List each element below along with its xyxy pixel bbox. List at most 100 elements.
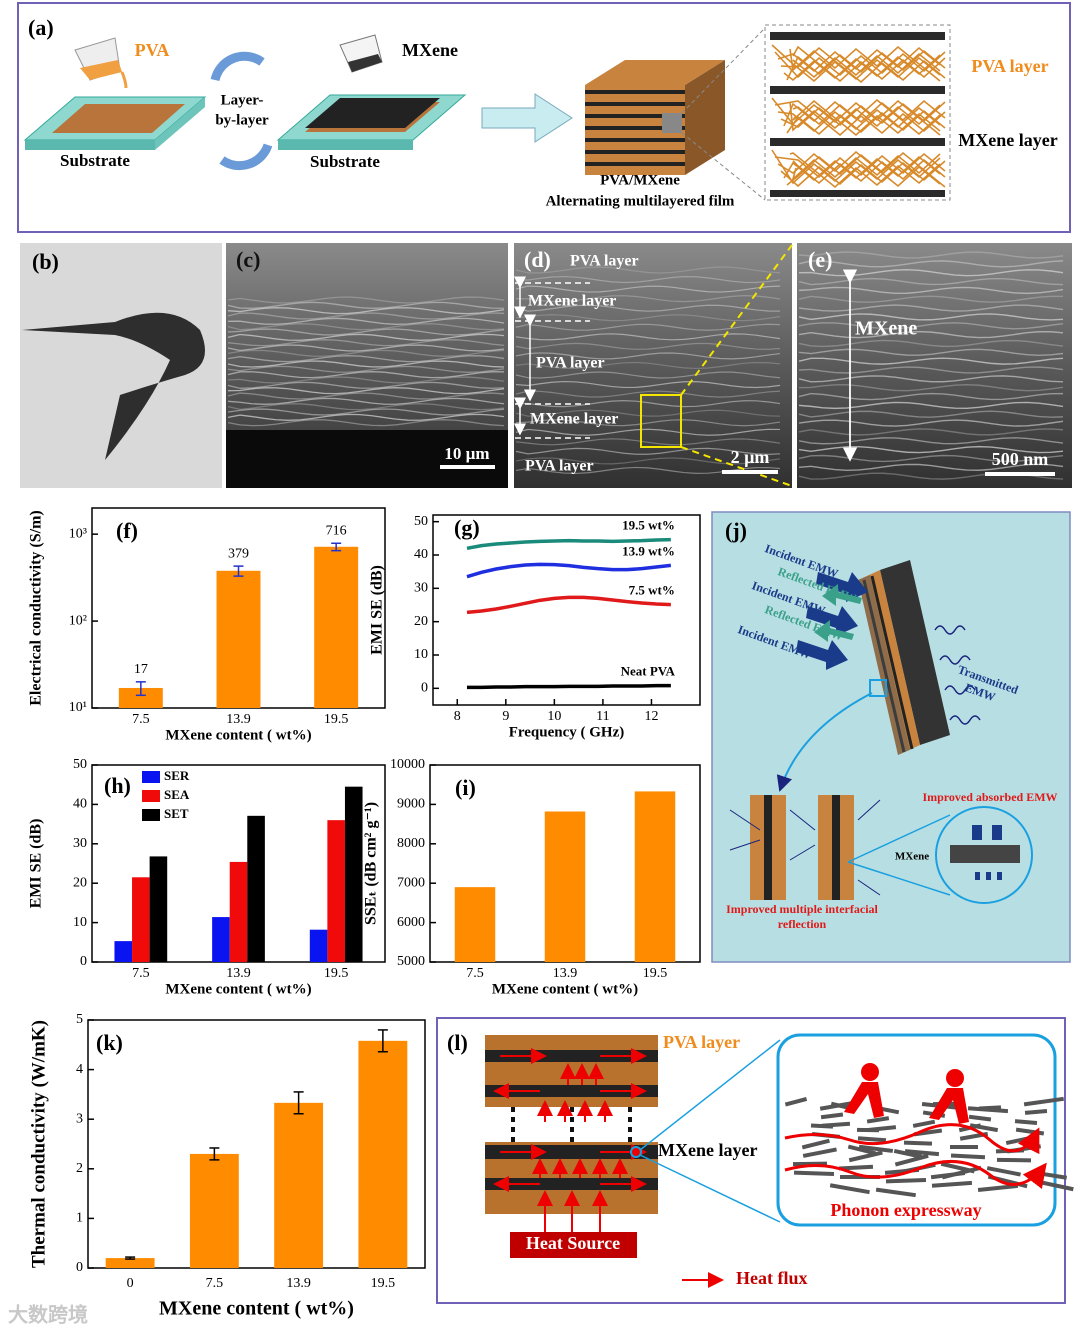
sem-streak [515, 333, 781, 341]
fiber [783, 98, 941, 136]
series-label: Neat PVA [621, 664, 676, 679]
mxene-flake [930, 1171, 966, 1180]
cycle-arrow [219, 143, 273, 171]
x-axis-label: MXene content ( wt%) [159, 1298, 354, 1320]
sem-streak [227, 381, 505, 389]
layer-zoom [764, 24, 951, 201]
fiber [783, 155, 941, 182]
sem-streak [515, 361, 781, 370]
bar [229, 861, 248, 962]
mxene-flake [793, 1170, 835, 1177]
sem-streak [227, 333, 505, 341]
y-tick-label: 10³ [69, 526, 87, 541]
layer-by-layer: Layer- [221, 92, 264, 108]
y-tick-label: 3 [76, 1111, 83, 1126]
substrate-label: Substrate [60, 151, 130, 170]
y-tick-label: 5 [76, 1012, 83, 1027]
x-tick-label: 7.5 [206, 1276, 224, 1291]
sem-streak [515, 400, 781, 408]
sem-streak [227, 387, 505, 395]
bar [274, 1102, 324, 1268]
sem-streak [515, 266, 781, 274]
x-tick-label: 13.9 [286, 1276, 311, 1291]
bar [105, 1258, 155, 1268]
film-photo [22, 312, 205, 460]
mxene-flake [810, 1123, 834, 1129]
sem-streak [515, 466, 781, 475]
x-tick-label: 9 [502, 709, 509, 724]
sem-streak [515, 314, 781, 322]
panel-b: (b) [20, 243, 222, 488]
bar [344, 786, 363, 962]
bar [132, 877, 150, 962]
legend-label: SET [164, 806, 189, 821]
layer-label: MXene layer [530, 411, 618, 428]
panel-l: (l) Heat Source PVA layer MXene layer Ph… [436, 1017, 1074, 1304]
process-arrow [481, 93, 573, 143]
mxene-flake [931, 1180, 973, 1188]
layer-label: PVA layer [525, 458, 594, 475]
plot-frame [87, 1019, 426, 1269]
legend-swatch [142, 771, 160, 783]
y-tick-label: 40 [73, 797, 87, 812]
bar [634, 791, 676, 962]
heat-flux-label: Heat flux [736, 1268, 808, 1288]
sem-background [226, 430, 508, 488]
x-tick-label: 13.9 [553, 966, 578, 981]
fiber [786, 151, 946, 188]
zoom-box [640, 394, 682, 448]
sem-streak [227, 312, 505, 320]
cycle-arrow [210, 51, 265, 82]
heat-source [510, 1232, 637, 1258]
fiber [777, 106, 941, 133]
mxene-flake [829, 1183, 870, 1195]
x-tick-label: 13.9 [226, 712, 251, 727]
mxene-flake [1023, 1096, 1064, 1107]
zoom-line [680, 446, 793, 487]
sem-streak [227, 301, 505, 309]
legend-swatch [142, 809, 160, 821]
mxene-flake [884, 1167, 920, 1175]
sem-streak [798, 251, 1064, 259]
fiber [783, 54, 941, 82]
panel-label: (d) [524, 247, 551, 272]
sem-streak [515, 409, 781, 417]
data-label: 17 [134, 662, 148, 677]
mxene-layer-label: MXene layer [958, 130, 1057, 150]
sem-streak [515, 275, 781, 284]
sem-streak [227, 408, 505, 416]
x-tick-label: 8 [454, 709, 461, 724]
mxene-flake [996, 1157, 1032, 1163]
substrate-label: Substrate [310, 152, 380, 171]
y-tick-label: 9000 [397, 797, 425, 812]
mxene-flake [904, 1149, 940, 1157]
fiber [786, 109, 946, 136]
mxene-flake [986, 1166, 1021, 1177]
y-tick-label: 6000 [397, 915, 425, 930]
bar [327, 820, 345, 962]
reflection-label: Improved multiple interfacial [726, 902, 878, 916]
sem-streak [227, 307, 505, 315]
mxene-sheet [950, 845, 1020, 863]
substrate-edge [278, 140, 413, 150]
data-label: 379 [228, 546, 249, 561]
panel-a: (a) PVA Substrate Layer- by-layer MXene … [17, 2, 1071, 233]
mxene-flake [913, 1128, 943, 1137]
bar [189, 1153, 239, 1268]
sem-streak [515, 390, 781, 398]
y-tick-label: 2 [76, 1161, 83, 1176]
mxene-flake [1014, 1119, 1038, 1126]
pva-text: PVA [135, 40, 170, 60]
y-tick-label: 0 [76, 1260, 83, 1275]
mxene-label: MXene [855, 318, 917, 340]
sem-streak [515, 438, 781, 446]
sem-streak [515, 371, 781, 379]
y-tick-label: 20 [73, 875, 87, 890]
sem-streak [515, 457, 781, 465]
panel-label: (f) [116, 518, 138, 543]
film-label: Alternating multilayered film [546, 193, 735, 209]
sem-streak [227, 344, 505, 352]
mxene-flake [866, 1116, 890, 1124]
mxene-flake [847, 1144, 876, 1156]
